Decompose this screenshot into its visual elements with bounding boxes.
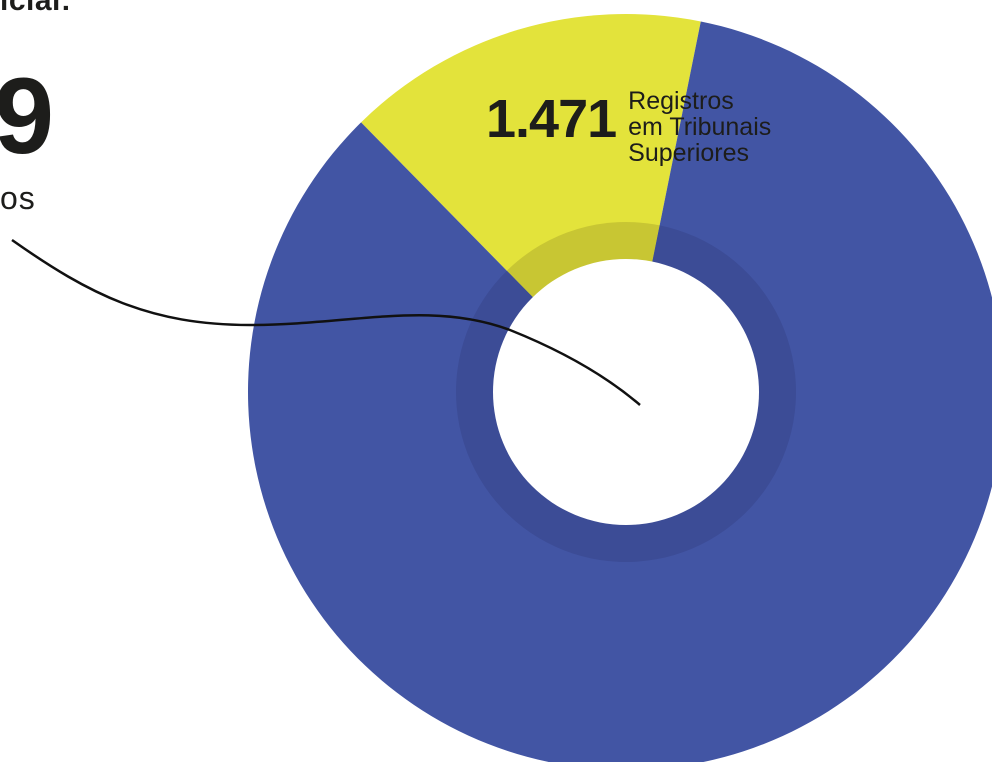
superiores-label-line-3: Superiores (628, 139, 750, 167)
superiores-category-label: Registros em Tribunais Superiores (628, 88, 771, 166)
main-caption-fragment: os (0, 180, 36, 216)
superiores-label-line-2: em Tribunais (628, 113, 772, 141)
section-label-fragment: icial: (0, 0, 72, 17)
leader-line (11, 238, 641, 406)
main-total-fragment: 9 (0, 55, 54, 176)
superiores-callout: 1.471 Registros em Tribunais Superiores (486, 88, 771, 166)
donut-center-hole (493, 259, 759, 525)
superiores-value-label: 1.471 (486, 89, 617, 149)
superiores-label-line-1: Registros (628, 87, 734, 115)
